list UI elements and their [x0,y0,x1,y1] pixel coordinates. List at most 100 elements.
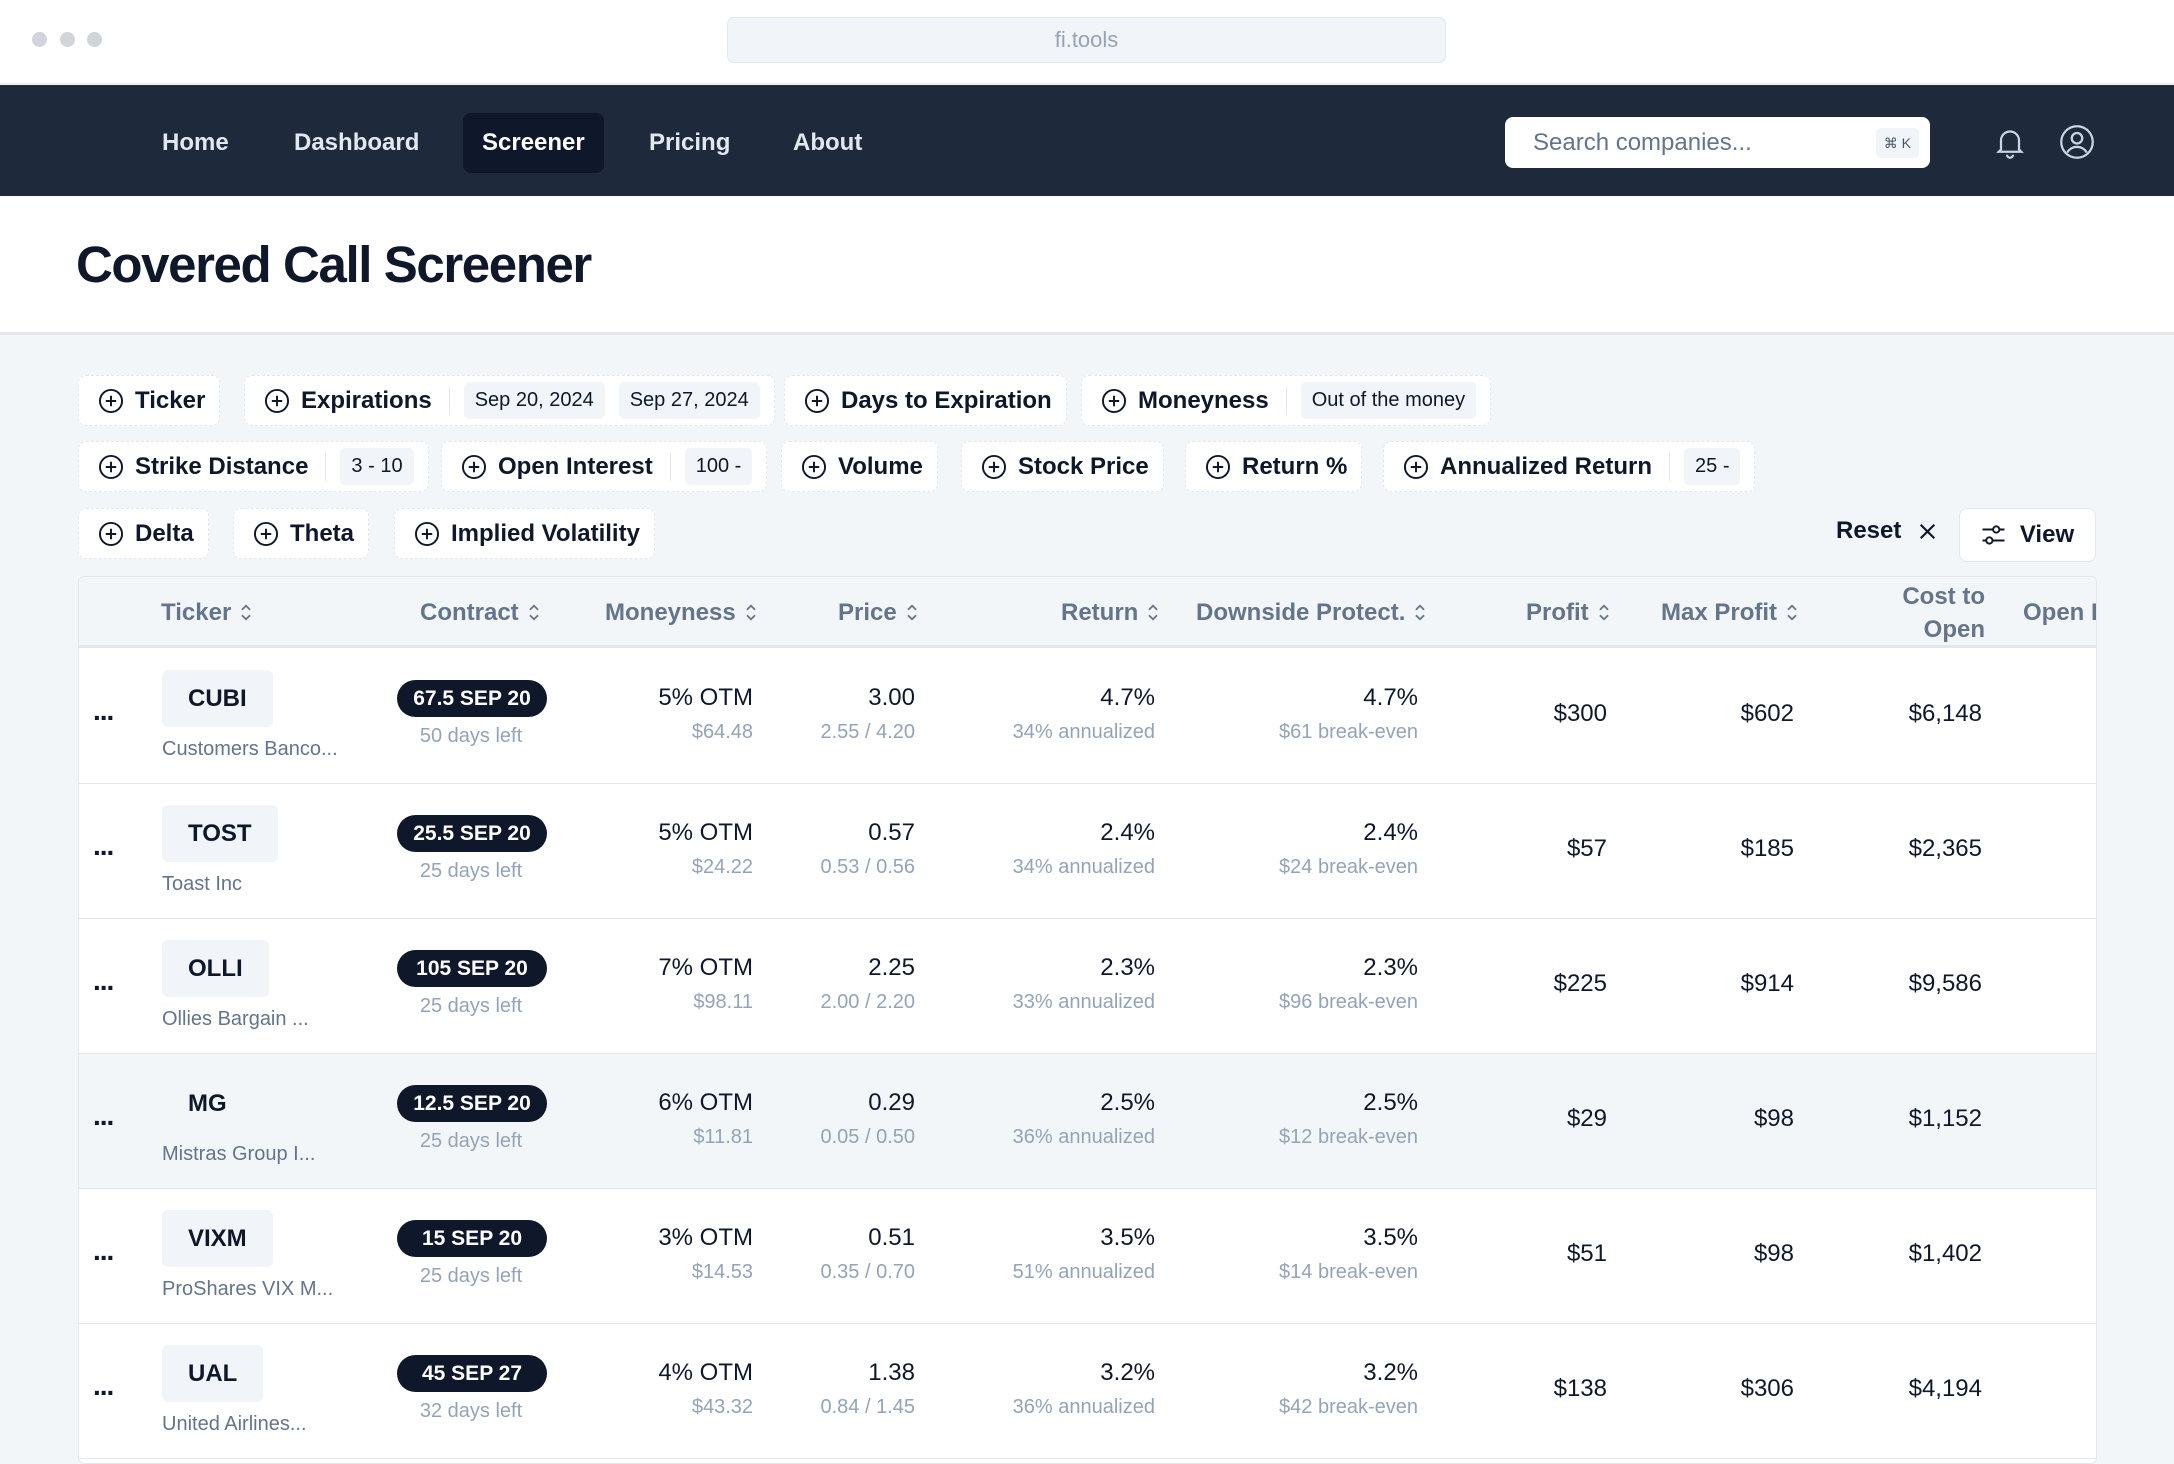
contract-pill: 25.5 SEP 20 [397,815,547,852]
filter-theta[interactable]: Theta [233,508,370,559]
company-name: Mistras Group I... [162,1143,316,1165]
return: 2.5% [1100,1089,1155,1116]
url-bar[interactable]: fi.tools [727,17,1446,63]
max-profit: $98 [1753,1240,1794,1267]
sort-icon [1597,603,1611,622]
ticker-badge[interactable]: TOST [162,805,278,862]
plus-circle-icon [414,521,440,547]
ticker-badge[interactable]: VIXM [162,1210,273,1267]
days-left: 25 days left [419,995,523,1017]
view-options-button[interactable]: View [1959,508,2096,562]
nav-screener[interactable]: Screener [463,113,604,173]
row-actions-button[interactable]: ... [93,1100,114,1131]
table-row[interactable]: ... TOST Toast Inc 25.5 SEP 20 25 days l… [79,784,2096,919]
nav-about[interactable]: About [793,129,863,156]
filter-annualized-return[interactable]: Annualized Return 25 - [1383,441,1756,492]
column-header-price[interactable]: Price [838,577,919,648]
column-header-profit[interactable]: Profit [1526,577,1611,648]
column-header-ticker[interactable]: Ticker [161,577,253,648]
bell-icon[interactable] [1992,124,2028,160]
filter-label: Volume [838,452,923,480]
column-header-cost-to-open[interactable]: Cost to Open [1879,577,1985,648]
column-header-downside-protection[interactable]: Downside Protect. [1196,577,1427,648]
nav-home[interactable]: Home [162,129,229,156]
filter-value: 100 - [684,448,753,485]
filter-label: Expirations [301,386,432,414]
bid-ask: 0.35 / 0.70 [820,1261,915,1283]
table-row[interactable]: ... CUBI Customers Banco... 67.5 SEP 20 … [79,649,2096,784]
user-account-icon[interactable] [2059,124,2095,160]
filter-delta[interactable]: Delta [78,508,209,559]
table-row[interactable]: ... UAL United Airlines... 45 SEP 27 32 … [79,1324,2096,1459]
stock-price: $14.53 [691,1261,753,1283]
plus-circle-icon [98,388,124,414]
plus-circle-icon [1101,388,1127,414]
break-even: $14 break-even [1279,1261,1418,1283]
ticker-badge[interactable]: UAL [162,1345,264,1402]
nav-pricing[interactable]: Pricing [649,129,731,156]
header-label: Return [1061,598,1139,626]
column-header-contract[interactable]: Contract [420,577,541,648]
ticker-badge[interactable]: CUBI [162,670,273,727]
stock-price: $64.48 [691,721,753,743]
option-price: 3.00 [868,684,915,711]
cost-to-open: $4,194 [1908,1375,1982,1402]
filter-label: Return % [1242,452,1348,480]
moneyness: 6% OTM [658,1089,753,1116]
plus-circle-icon [1205,454,1231,480]
header-label: Price [838,598,897,626]
plus-circle-icon [461,454,487,480]
company-name: Ollies Bargain ... [162,1008,309,1030]
break-even: $61 break-even [1279,721,1418,743]
plus-circle-icon [264,388,290,414]
table-row[interactable]: ... MG Mistras Group I... 12.5 SEP 20 25… [79,1054,2096,1189]
profit: $225 [1553,970,1607,997]
column-header-return[interactable]: Return [1061,577,1160,648]
filter-days-to-expiration[interactable]: Days to Expiration [784,375,1067,426]
column-header-open-interest[interactable]: Open I [2023,577,2096,648]
filter-volume[interactable]: Volume [781,441,938,492]
window-close-dot[interactable] [32,32,47,47]
row-actions-button[interactable]: ... [93,695,114,726]
filter-expirations[interactable]: Expirations Sep 20, 2024 Sep 27, 2024 [244,375,775,426]
bid-ask: 2.55 / 4.20 [820,721,915,743]
filter-strike-distance[interactable]: Strike Distance 3 - 10 [78,441,429,492]
window-minimize-dot[interactable] [60,32,75,47]
ticker-badge[interactable]: MG [188,1090,227,1117]
filter-stock-price[interactable]: Stock Price [961,441,1164,492]
cost-to-open: $1,152 [1908,1105,1982,1132]
search-input[interactable]: Search companies... ⌘ K [1505,117,1930,168]
filter-label: Implied Volatility [451,519,640,547]
bid-ask: 0.05 / 0.50 [820,1126,915,1148]
annualized-return: 33% annualized [1012,991,1155,1013]
reset-button[interactable]: Reset [1836,517,1937,545]
row-actions-button[interactable]: ... [93,965,114,996]
option-price: 0.51 [868,1224,915,1251]
column-header-max-profit[interactable]: Max Profit [1661,577,1799,648]
row-actions-button[interactable]: ... [93,1370,114,1401]
plus-circle-icon [98,454,124,480]
company-name: United Airlines... [162,1413,307,1435]
downside-protection: 2.5% [1363,1089,1418,1116]
filter-return-percent[interactable]: Return % [1185,441,1363,492]
max-profit: $98 [1753,1105,1794,1132]
header-label: Contract [420,598,519,626]
row-actions-button[interactable]: ... [93,830,114,861]
filter-implied-volatility[interactable]: Implied Volatility [394,508,655,559]
filter-label: Days to Expiration [841,386,1052,414]
max-profit: $306 [1740,1375,1794,1402]
nav-dashboard[interactable]: Dashboard [294,129,420,156]
filter-ticker[interactable]: Ticker [78,375,221,426]
profit: $57 [1566,835,1607,862]
column-header-moneyness[interactable]: Moneyness [605,577,758,648]
table-row[interactable]: ... VIXM ProShares VIX M... 15 SEP 20 25… [79,1189,2096,1324]
table-row[interactable]: ... OLLI Ollies Bargain ... 105 SEP 20 2… [79,919,2096,1054]
close-icon [1920,523,1936,539]
filter-moneyness[interactable]: Moneyness Out of the money [1081,375,1492,426]
ticker-badge[interactable]: OLLI [162,940,269,997]
plus-circle-icon [253,521,279,547]
row-actions-button[interactable]: ... [93,1235,114,1266]
window-maximize-dot[interactable] [87,32,102,47]
moneyness: 3% OTM [658,1224,753,1251]
filter-open-interest[interactable]: Open Interest 100 - [441,441,768,492]
